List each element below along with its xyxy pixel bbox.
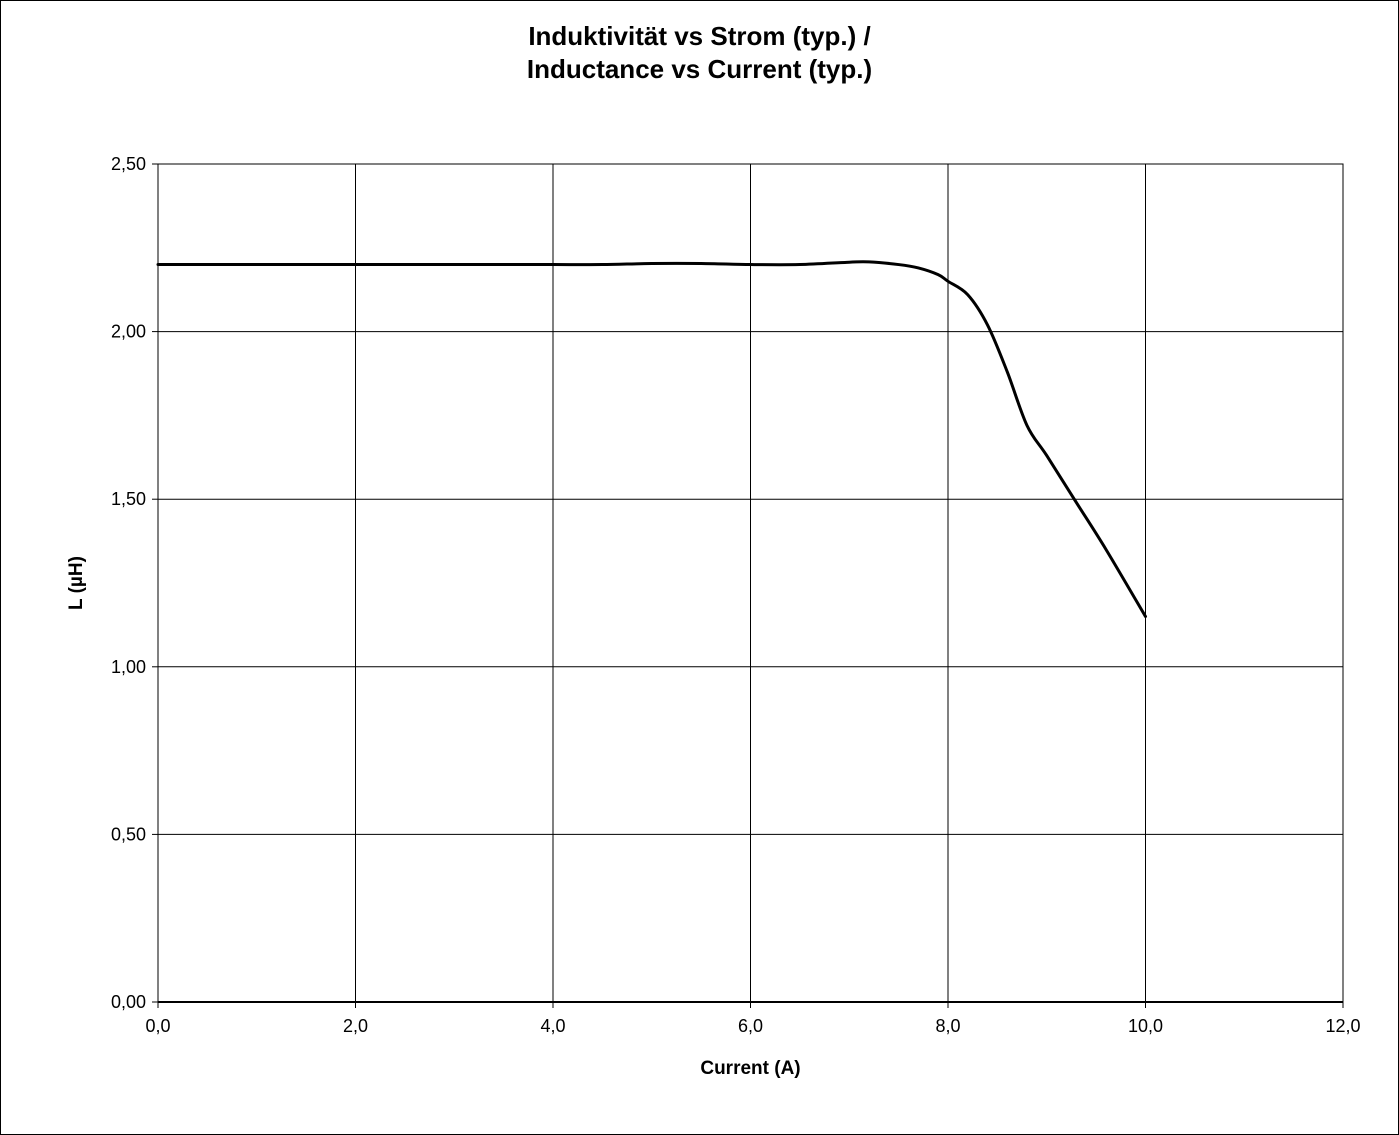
- x-tick-label: 4,0: [540, 1016, 565, 1036]
- chart-title-line-1: Induktivität vs Strom (typ.) /: [528, 21, 871, 51]
- axes: [152, 163, 1344, 1008]
- x-tick-label: 2,0: [343, 1016, 368, 1036]
- y-tick-label: 1,50: [111, 489, 146, 509]
- y-axis-label: L (µH): [66, 556, 87, 610]
- x-tick-label: 8,0: [935, 1016, 960, 1036]
- x-tick-label: 12,0: [1325, 1016, 1360, 1036]
- y-tick-label: 1,00: [111, 657, 146, 677]
- y-tick-label: 2,00: [111, 322, 146, 342]
- grid-lines: [158, 164, 1343, 1002]
- y-tick-label: 0,00: [111, 992, 146, 1012]
- series-line: [156, 260, 1147, 619]
- y-tick-label: 0,50: [111, 824, 146, 844]
- x-tick-label: 10,0: [1128, 1016, 1163, 1036]
- x-axis-label: Current (A): [700, 1058, 800, 1079]
- chart-title-line-2: Inductance vs Current (typ.): [526, 54, 873, 84]
- x-tick-label: 6,0: [738, 1016, 763, 1036]
- x-tick-label: 0,0: [145, 1016, 170, 1036]
- tick-labels: 0,0 2,0 4,0 6,0 8,0 10,0 12,0 0,00 0,50 1,00 1,50 2…: [111, 154, 1361, 1036]
- y-tick-label: 2,50: [111, 154, 146, 174]
- chart-title: Induktivität vs Strom (typ.) / Inductanc…: [0, 20, 1399, 86]
